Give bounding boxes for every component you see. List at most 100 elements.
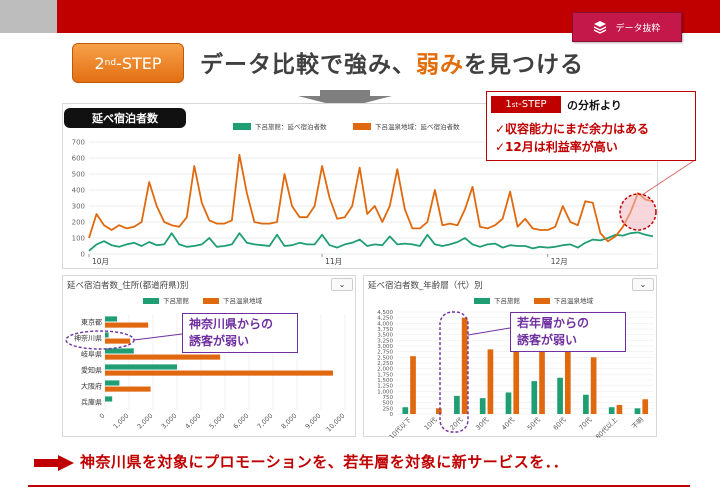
category-label: 30代 <box>473 415 490 432</box>
finding-december: ✓12月は利益率が高い <box>495 140 618 154</box>
x-tick-label: 2,000 <box>136 412 155 431</box>
category-label: 不明 <box>630 415 645 430</box>
step-badge-sup: nd <box>104 58 117 68</box>
category-label: 50代 <box>525 415 542 432</box>
y-tick-label: 200 <box>72 219 85 227</box>
y-tick-label: 2,500 <box>377 355 393 361</box>
right-arrow-icon <box>34 455 74 471</box>
december-highlight-circle <box>619 193 657 231</box>
bottom-divider <box>28 485 690 487</box>
category-label: 40代 <box>499 415 516 432</box>
x-tick-label: 7,000 <box>256 412 275 431</box>
bar-region <box>105 370 333 376</box>
category-label: 兵庫県 <box>81 398 102 407</box>
youth-callout: 若年層からの 誘客が弱い <box>510 312 626 352</box>
x-tick-label: 3,000 <box>160 412 179 431</box>
category-label: 70代 <box>577 415 594 432</box>
legend-label-region: 下呂温泉地域 <box>554 296 594 305</box>
x-month-label: 11月 <box>325 257 342 266</box>
y-tick-label: 100 <box>72 235 85 243</box>
age-chart-title: 延べ宿泊者数_年齢層（代）別 <box>368 281 483 291</box>
bar-region <box>590 357 597 414</box>
bar-ryokan <box>105 316 117 322</box>
x-tick-label: 9,000 <box>304 412 323 431</box>
x-tick-label: 10,000 <box>325 412 347 434</box>
legend-swatch-green <box>474 298 490 304</box>
bar-ryokan <box>608 407 615 414</box>
finding-capacity: ✓収容能力にまだ余力はある <box>495 122 650 136</box>
step1-tag-number: 1 <box>505 99 512 110</box>
prefecture-chart-title: 延べ宿泊者数_住所(都道府県)別 <box>67 281 189 291</box>
data-excerpt-label: データ抜粋 <box>615 23 661 34</box>
y-tick-label: 600 <box>72 155 85 163</box>
category-label: 大阪府 <box>81 382 102 391</box>
highlight-marker <box>619 159 696 231</box>
y-tick-label: 2,000 <box>377 367 393 373</box>
x-tick-label: 4,000 <box>184 412 203 431</box>
x-month-label: 10月 <box>92 257 109 266</box>
bar-ryokan <box>557 377 563 414</box>
legend-label-ryokan: 下呂旅館：延べ宿泊者数 <box>255 122 327 131</box>
step1-tag-sup: st <box>511 100 519 109</box>
category-label: 10代 <box>422 415 439 432</box>
bar-ryokan <box>402 407 409 414</box>
bar-ryokan <box>583 394 589 414</box>
bar-region <box>642 399 649 414</box>
x-month-label: 12月 <box>551 257 568 266</box>
x-tick-label: 5,000 <box>208 412 227 431</box>
legend-swatch-orange <box>534 298 550 304</box>
bar-ryokan <box>105 380 120 386</box>
y-tick-label: 1,500 <box>377 378 393 384</box>
category-label: 10代以下 <box>387 415 413 438</box>
category-label: 神奈川県 <box>74 334 102 343</box>
y-tick-label: 250 <box>383 406 394 412</box>
kanagawa-callout: 神奈川県からの 誘客が弱い <box>182 313 298 353</box>
series-line-ryokan <box>88 231 654 252</box>
prefecture-dropdown-button[interactable]: ⌄ <box>331 278 353 291</box>
prefecture-chart-panel: 延べ宿泊者数_住所(都道府県)別 ⌄ 下呂旅館 下呂温泉地域 0 1,000 2,0… <box>62 275 356 437</box>
x-tick-label: 8,000 <box>280 412 299 431</box>
y-tick-label: 2,750 <box>377 350 393 356</box>
youth-callout-line1: 若年層からの <box>517 316 590 330</box>
title-part-2: を見つける <box>464 52 584 78</box>
y-tick-label: 1,750 <box>377 372 393 378</box>
page-title: データ比較で強み、弱みを見つける <box>200 45 584 79</box>
kanagawa-callout-line1: 神奈川県からの <box>189 317 274 331</box>
y-tick-label: 1,000 <box>377 389 393 395</box>
y-tick-label: 3,750 <box>377 327 393 333</box>
bar-ryokan <box>505 392 512 414</box>
legend-swatch-orange <box>353 123 371 130</box>
category-label: 20代 <box>448 415 465 432</box>
x-tick-label: 1,000 <box>112 412 131 431</box>
y-tick-label: 2,250 <box>377 361 393 367</box>
bar-region <box>435 408 442 414</box>
data-excerpt-button[interactable]: データ抜粋 <box>572 12 682 42</box>
x-tick-label: 0 <box>98 412 107 421</box>
y-tick-label: 400 <box>72 187 85 195</box>
layers-icon <box>594 21 607 34</box>
legend-label-region: 下呂温泉地域：延べ宿泊者数 <box>375 122 460 131</box>
y-tick-label: 750 <box>383 395 394 401</box>
category-label: 岐阜県 <box>81 350 102 359</box>
bar-ryokan <box>105 348 134 354</box>
bar-region <box>105 386 151 392</box>
bar-region <box>105 354 221 360</box>
y-tick-label: 4,000 <box>377 321 393 327</box>
y-tick-label: 300 <box>72 203 85 211</box>
y-tick-label: 4,500 <box>377 310 393 316</box>
age-bar-chart: 下呂旅館 下呂温泉地域 02505007501,0001,2501,5001,7… <box>377 296 654 438</box>
bar-ryokan <box>454 395 460 414</box>
legend-label-ryokan: 下呂旅館 <box>163 296 190 305</box>
y-tick-label: 3,500 <box>377 333 393 339</box>
bar-ryokan <box>105 332 109 338</box>
category-label: 東京都 <box>81 318 102 327</box>
y-tick-label: 4,250 <box>377 316 393 322</box>
y-tick-label: 500 <box>383 401 394 407</box>
step1-heading: の分析より <box>567 99 622 112</box>
bar-ryokan <box>634 408 641 414</box>
bar-region <box>487 349 494 414</box>
bar-ryokan <box>105 364 177 370</box>
age-dropdown-button[interactable]: ⌄ <box>632 278 654 291</box>
